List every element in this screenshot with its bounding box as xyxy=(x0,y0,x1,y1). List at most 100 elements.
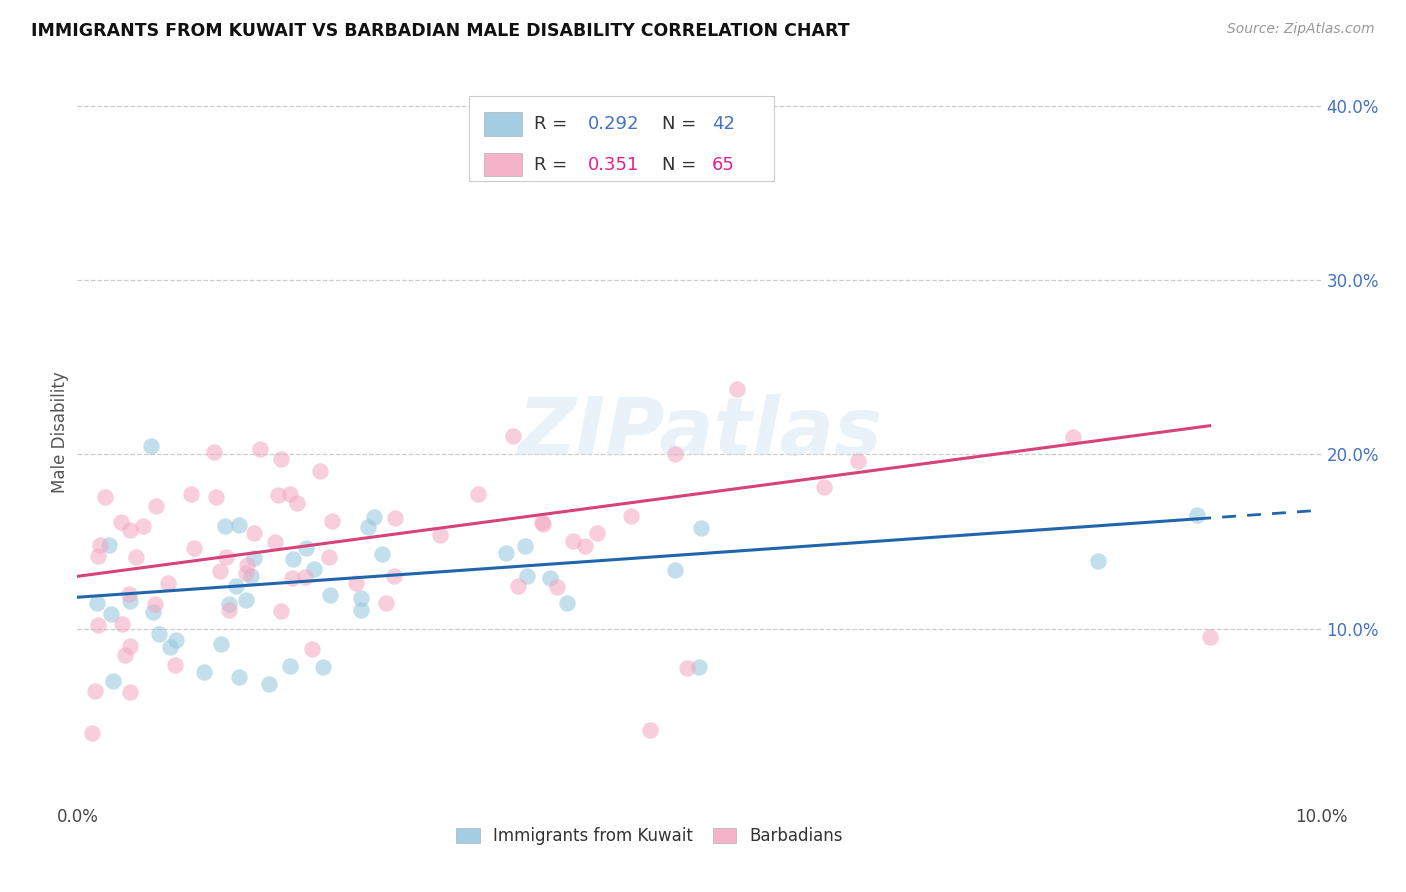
Point xyxy=(228,517,250,532)
Text: R =: R = xyxy=(534,115,574,133)
Point xyxy=(87,618,110,632)
Text: ZIPatlas: ZIPatlas xyxy=(517,393,882,472)
Point xyxy=(319,588,342,602)
Point xyxy=(270,452,292,467)
Point xyxy=(574,539,596,553)
Point xyxy=(214,519,236,533)
Point xyxy=(225,579,247,593)
Point xyxy=(132,518,155,533)
Point xyxy=(159,640,181,654)
Point xyxy=(382,569,405,583)
Point xyxy=(285,496,308,510)
Point xyxy=(218,597,240,611)
Point xyxy=(94,490,117,504)
Point xyxy=(363,509,385,524)
Point xyxy=(98,538,121,552)
FancyBboxPatch shape xyxy=(484,112,522,136)
Point xyxy=(538,571,561,585)
Text: 42: 42 xyxy=(711,115,735,133)
Point xyxy=(676,661,699,675)
Point xyxy=(235,566,257,581)
Point xyxy=(312,660,335,674)
Point xyxy=(1185,508,1208,523)
Point xyxy=(89,538,111,552)
Point xyxy=(118,594,141,608)
Text: IMMIGRANTS FROM KUWAIT VS BARBADIAN MALE DISABILITY CORRELATION CHART: IMMIGRANTS FROM KUWAIT VS BARBADIAN MALE… xyxy=(31,22,849,40)
Point xyxy=(239,568,262,582)
Point xyxy=(267,488,290,502)
Point xyxy=(309,464,332,478)
Point xyxy=(208,564,231,578)
Point xyxy=(295,541,318,555)
Point xyxy=(257,677,280,691)
Point xyxy=(84,684,107,698)
Point xyxy=(110,616,132,631)
Point xyxy=(86,596,108,610)
Point xyxy=(110,515,132,529)
Legend: Immigrants from Kuwait, Barbadians: Immigrants from Kuwait, Barbadians xyxy=(449,819,852,854)
Point xyxy=(145,500,167,514)
Point xyxy=(209,637,232,651)
Point xyxy=(278,659,301,673)
Point xyxy=(1062,430,1084,444)
Text: 65: 65 xyxy=(711,155,735,174)
Point xyxy=(118,587,141,601)
Point xyxy=(664,563,686,577)
Point xyxy=(502,428,524,442)
Point xyxy=(215,550,238,565)
Point xyxy=(690,521,713,535)
Point xyxy=(1087,553,1109,567)
Point xyxy=(375,596,398,610)
Point xyxy=(429,528,451,542)
Y-axis label: Male Disability: Male Disability xyxy=(51,372,69,493)
Point xyxy=(1198,630,1220,644)
Point xyxy=(620,509,643,524)
Point xyxy=(531,517,554,532)
Point xyxy=(157,576,180,591)
Point xyxy=(350,603,373,617)
Point xyxy=(689,660,711,674)
Point xyxy=(249,442,271,456)
Point xyxy=(302,562,325,576)
Text: R =: R = xyxy=(534,155,574,174)
FancyBboxPatch shape xyxy=(484,153,522,177)
Point xyxy=(725,383,748,397)
Point xyxy=(142,605,165,619)
Point xyxy=(513,539,536,553)
Text: N =: N = xyxy=(662,115,702,133)
FancyBboxPatch shape xyxy=(470,95,775,181)
Point xyxy=(278,486,301,500)
Text: N =: N = xyxy=(662,155,702,174)
Point xyxy=(344,575,367,590)
Point xyxy=(555,596,578,610)
Point xyxy=(664,447,686,461)
Point xyxy=(118,684,141,698)
Point xyxy=(281,571,304,585)
Point xyxy=(204,491,226,505)
Point xyxy=(143,598,166,612)
Point xyxy=(357,520,380,534)
Point xyxy=(318,549,340,564)
Point xyxy=(546,580,568,594)
Point xyxy=(242,550,264,565)
Point xyxy=(321,514,343,528)
Text: 0.292: 0.292 xyxy=(588,115,638,133)
Point xyxy=(495,546,517,560)
Point xyxy=(813,480,835,494)
Point xyxy=(562,533,585,548)
Point xyxy=(139,439,162,453)
Point xyxy=(165,633,187,648)
Point xyxy=(371,547,394,561)
Point xyxy=(586,526,609,541)
Point xyxy=(125,549,148,564)
Point xyxy=(193,665,215,680)
Point xyxy=(100,607,122,621)
Point xyxy=(183,541,205,555)
Point xyxy=(530,515,553,529)
Point xyxy=(118,523,141,537)
Point xyxy=(101,674,124,689)
Point xyxy=(180,486,202,500)
Point xyxy=(236,558,259,573)
Point xyxy=(148,627,170,641)
Point xyxy=(467,487,489,501)
